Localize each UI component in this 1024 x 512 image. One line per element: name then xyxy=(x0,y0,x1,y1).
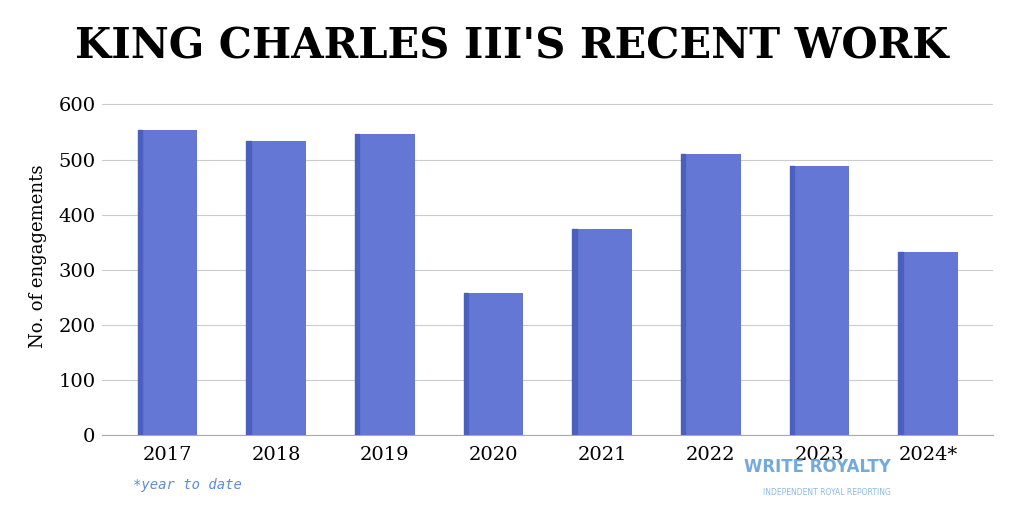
Bar xyxy=(137,130,198,435)
Polygon shape xyxy=(898,252,902,435)
Polygon shape xyxy=(247,141,251,435)
Bar xyxy=(898,252,958,435)
Polygon shape xyxy=(355,134,359,435)
Text: KING CHARLES III'S RECENT WORK: KING CHARLES III'S RECENT WORK xyxy=(75,26,949,68)
Bar xyxy=(790,166,849,435)
Text: WRITE ROYALTY: WRITE ROYALTY xyxy=(744,458,891,476)
Bar xyxy=(681,154,740,435)
Bar xyxy=(464,293,523,435)
Bar xyxy=(572,229,632,435)
Y-axis label: No. of engagements: No. of engagements xyxy=(29,164,47,348)
Text: INDEPENDENT ROYAL REPORTING: INDEPENDENT ROYAL REPORTING xyxy=(763,487,891,497)
Text: *year to date: *year to date xyxy=(133,478,242,492)
Polygon shape xyxy=(137,130,142,435)
Polygon shape xyxy=(790,166,794,435)
Polygon shape xyxy=(464,293,468,435)
Bar xyxy=(355,134,415,435)
Bar xyxy=(247,141,306,435)
Polygon shape xyxy=(572,229,577,435)
Polygon shape xyxy=(681,154,685,435)
